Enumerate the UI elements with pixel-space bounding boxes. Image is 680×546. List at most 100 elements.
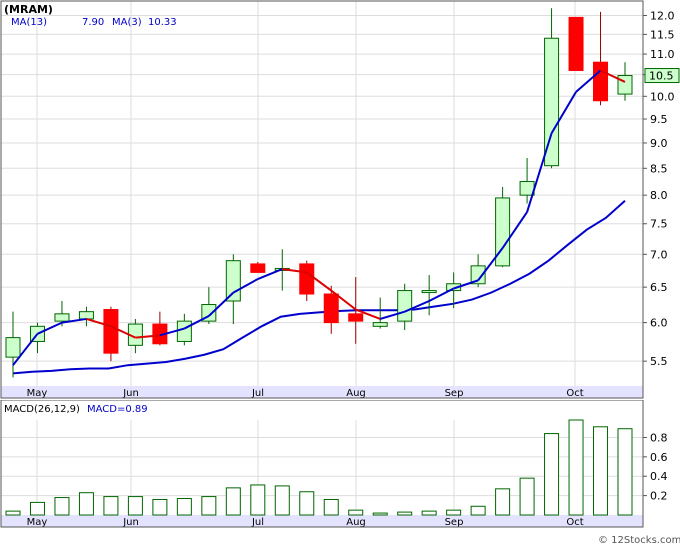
price-y-tick-label: 8.5 [650, 162, 668, 175]
macd-bar [593, 426, 609, 516]
candle-down [103, 306, 119, 362]
ma3-segment [61, 317, 87, 324]
price-month-label: Aug [346, 388, 366, 399]
macd-gridlines [1, 420, 643, 515]
macd-params-label: MACD(26,12,9) [4, 404, 80, 415]
ma3-segment [282, 268, 307, 274]
ma3-segment [86, 317, 112, 328]
candle-body [250, 263, 266, 273]
price-y-tick-label: 6.0 [650, 317, 668, 330]
ma3-segment [379, 310, 405, 320]
ma13-polyline [12, 199, 626, 375]
macd-bar [544, 433, 560, 516]
candle-body [78, 311, 94, 320]
ma13-label: MA(13) [11, 17, 47, 28]
ma3-segment [159, 327, 185, 337]
macd-bar [299, 491, 315, 516]
macd-y-tick-label: 0.8 [650, 431, 668, 444]
price-month-label: May [27, 388, 48, 399]
ma3-line [12, 69, 626, 366]
macd-bar [372, 512, 388, 516]
price-y-tick-label: 7.5 [650, 218, 668, 231]
price-y-tick-label: 12.0 [650, 10, 675, 23]
price-y-tick-label: 9.5 [650, 113, 668, 126]
price-month-label: Jul [251, 388, 264, 399]
macd-chart: May Jun Jul Aug Sep Oct 0.2 0.4 0.6 0.8 MACD(26,… [0, 400, 680, 546]
watermark: © 12Stocks.com [598, 535, 680, 546]
candle-body [470, 265, 486, 285]
ma3-segment [37, 321, 63, 335]
price-y-ticks: 5.5 6.0 6.5 7.0 7.5 8.0 8.5 9.0 9.5 10.0 10.5 11.0 1… [643, 10, 675, 368]
ma3-segment [306, 271, 332, 292]
ma3-segment [550, 91, 577, 134]
macd-bar [103, 496, 119, 516]
ma3-value: 10.33 [148, 17, 177, 28]
ma3-segment [600, 69, 626, 83]
candle-body [176, 320, 192, 342]
macd-bars [5, 419, 633, 516]
ma3-segment [477, 247, 504, 281]
macd-bar [348, 509, 364, 516]
price-y-tick-label: 6.5 [650, 281, 668, 294]
macd-bar [421, 510, 437, 516]
macd-bar [470, 505, 486, 516]
ma3-segment [453, 279, 479, 290]
macd-y-tick-label: 0.2 [650, 490, 668, 503]
macd-month-label: Jul [251, 517, 264, 528]
macd-month-label: Jun [122, 517, 139, 528]
candle-up [470, 254, 486, 288]
macd-bar [568, 419, 584, 516]
candle-up [421, 275, 437, 316]
macd-bar [29, 501, 45, 516]
candle-down [250, 261, 266, 273]
macd-bar [54, 497, 70, 516]
candle-body [568, 16, 584, 71]
price-y-tick-label: 5.5 [650, 355, 668, 368]
ma13-line [12, 199, 626, 375]
candle-body [495, 197, 511, 267]
candle-body [397, 290, 413, 322]
price-gridlines [1, 1, 643, 386]
macd-bar [495, 488, 511, 516]
macd-bar [78, 492, 94, 516]
macd-bar [323, 498, 339, 516]
candle-body [225, 260, 241, 302]
candle-body [421, 290, 437, 294]
price-y-tick-label: 8.0 [650, 189, 668, 202]
price-y-tick-label: 9.0 [650, 137, 668, 150]
price-month-label: Jun [122, 388, 139, 399]
ma3-segment [501, 211, 528, 249]
macd-bar [617, 428, 633, 516]
macd-month-label: Aug [346, 517, 366, 528]
candle-up [5, 311, 21, 378]
macd-bar [397, 511, 413, 516]
candle-body [323, 293, 339, 324]
candle-body [593, 61, 609, 102]
price-month-labels: May Jun Jul Aug Sep Oct [27, 388, 584, 399]
candle-body [103, 309, 119, 354]
ma13-value: 7.90 [82, 17, 104, 28]
ma3-segment [110, 325, 136, 339]
ma3-segment [355, 308, 381, 320]
macd-value-label: MACD=0.89 [87, 404, 148, 415]
ma3-segment [232, 278, 259, 294]
macd-bar [127, 496, 143, 516]
macd-month-label: May [27, 517, 48, 528]
macd-y-tick-label: 0.6 [650, 451, 668, 464]
candle-body [54, 313, 70, 322]
macd-xaxis-band [1, 515, 643, 527]
macd-bar [5, 510, 21, 516]
candle-body [372, 322, 388, 327]
ma3-segment [575, 69, 602, 93]
candle-body [544, 37, 560, 167]
candle-up [495, 186, 511, 268]
macd-y-tick-label: 0.4 [650, 470, 668, 483]
candle-down [323, 285, 339, 334]
candle-up [544, 8, 560, 169]
price-y-tick-label: 11.0 [650, 48, 675, 61]
candle-body [299, 263, 315, 295]
candle-up [519, 157, 535, 204]
macd-month-label: Oct [566, 517, 583, 528]
ma3-label: MA(3) [112, 17, 142, 28]
